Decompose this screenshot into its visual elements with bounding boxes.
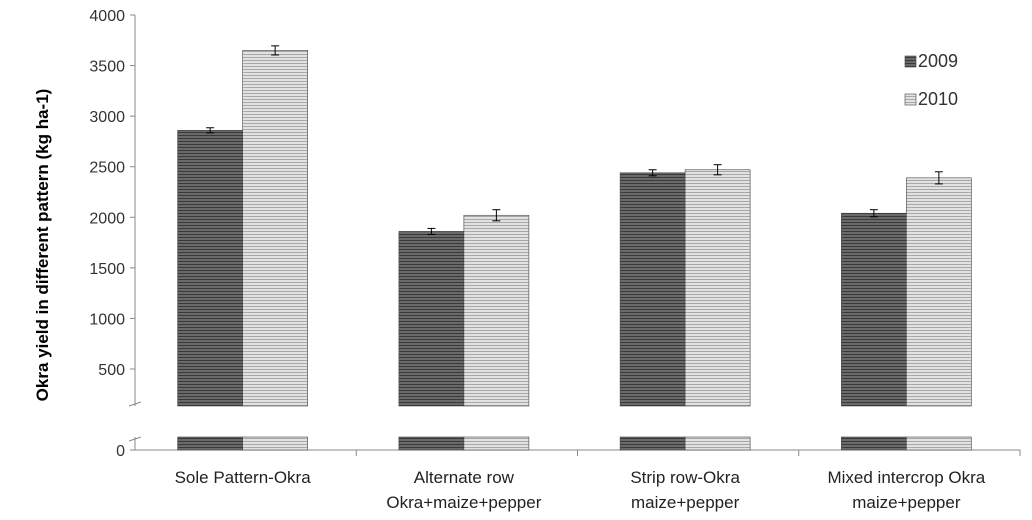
bar-base-2009: [177, 436, 243, 451]
bars: [177, 45, 972, 451]
bar-2009: [177, 130, 243, 407]
x-category-label: maize+pepper: [852, 493, 961, 512]
legend-label-2010: 2010: [918, 89, 958, 109]
y-tick-label: 500: [98, 362, 125, 379]
y-axis-ticks: 0 500 1000 1500 2000 2500 3000 3500 4000: [89, 8, 135, 460]
legend-swatch-2010: [904, 93, 917, 106]
x-category-label: Sole Pattern-Okra: [175, 468, 312, 487]
bar-2010: [242, 50, 308, 407]
bar-2009: [841, 212, 907, 407]
x-category-label: Strip row-Okra: [630, 468, 740, 487]
y-tick-label: 4000: [89, 8, 125, 25]
bar-base-2009: [841, 436, 907, 451]
y-tick-label: 3000: [89, 109, 125, 126]
bar-base-2009: [619, 436, 686, 451]
bar-2010: [906, 177, 972, 407]
x-category-label: Mixed intercrop Okra: [827, 468, 985, 487]
x-axis-labels: Sole Pattern-Okra Alternate row Okra+maize…: [175, 468, 986, 512]
y-tick-label: 0: [116, 443, 125, 460]
x-category-label: Alternate row: [414, 468, 515, 487]
bar-2009: [398, 231, 465, 407]
bar-base-2010: [463, 436, 530, 451]
bar-2010: [463, 214, 530, 407]
y-tick-label: 3500: [89, 59, 125, 76]
bar-2009: [619, 172, 686, 407]
y-tick-label: 1500: [89, 261, 125, 278]
y-axis-label: Okra yield in different pattern (kg ha-1…: [33, 89, 52, 402]
bar-base-2009: [398, 436, 465, 451]
y-tick-label: 2000: [89, 210, 125, 227]
x-category-label: maize+pepper: [631, 493, 740, 512]
axis-break-mark: [128, 436, 142, 442]
x-category-label: Okra+maize+pepper: [386, 493, 541, 512]
legend-swatch-2009: [904, 55, 917, 68]
legend: 2009 2010: [904, 51, 958, 109]
legend-label-2009: 2009: [918, 51, 958, 71]
y-tick-label: 1000: [89, 311, 125, 328]
y-tick-label: 2500: [89, 160, 125, 177]
axis-break-mark: [128, 401, 142, 407]
bar-base-2010: [242, 436, 308, 451]
bar-2010: [684, 169, 751, 407]
bar-base-2010: [906, 436, 972, 451]
bar-base-2010: [684, 436, 751, 451]
